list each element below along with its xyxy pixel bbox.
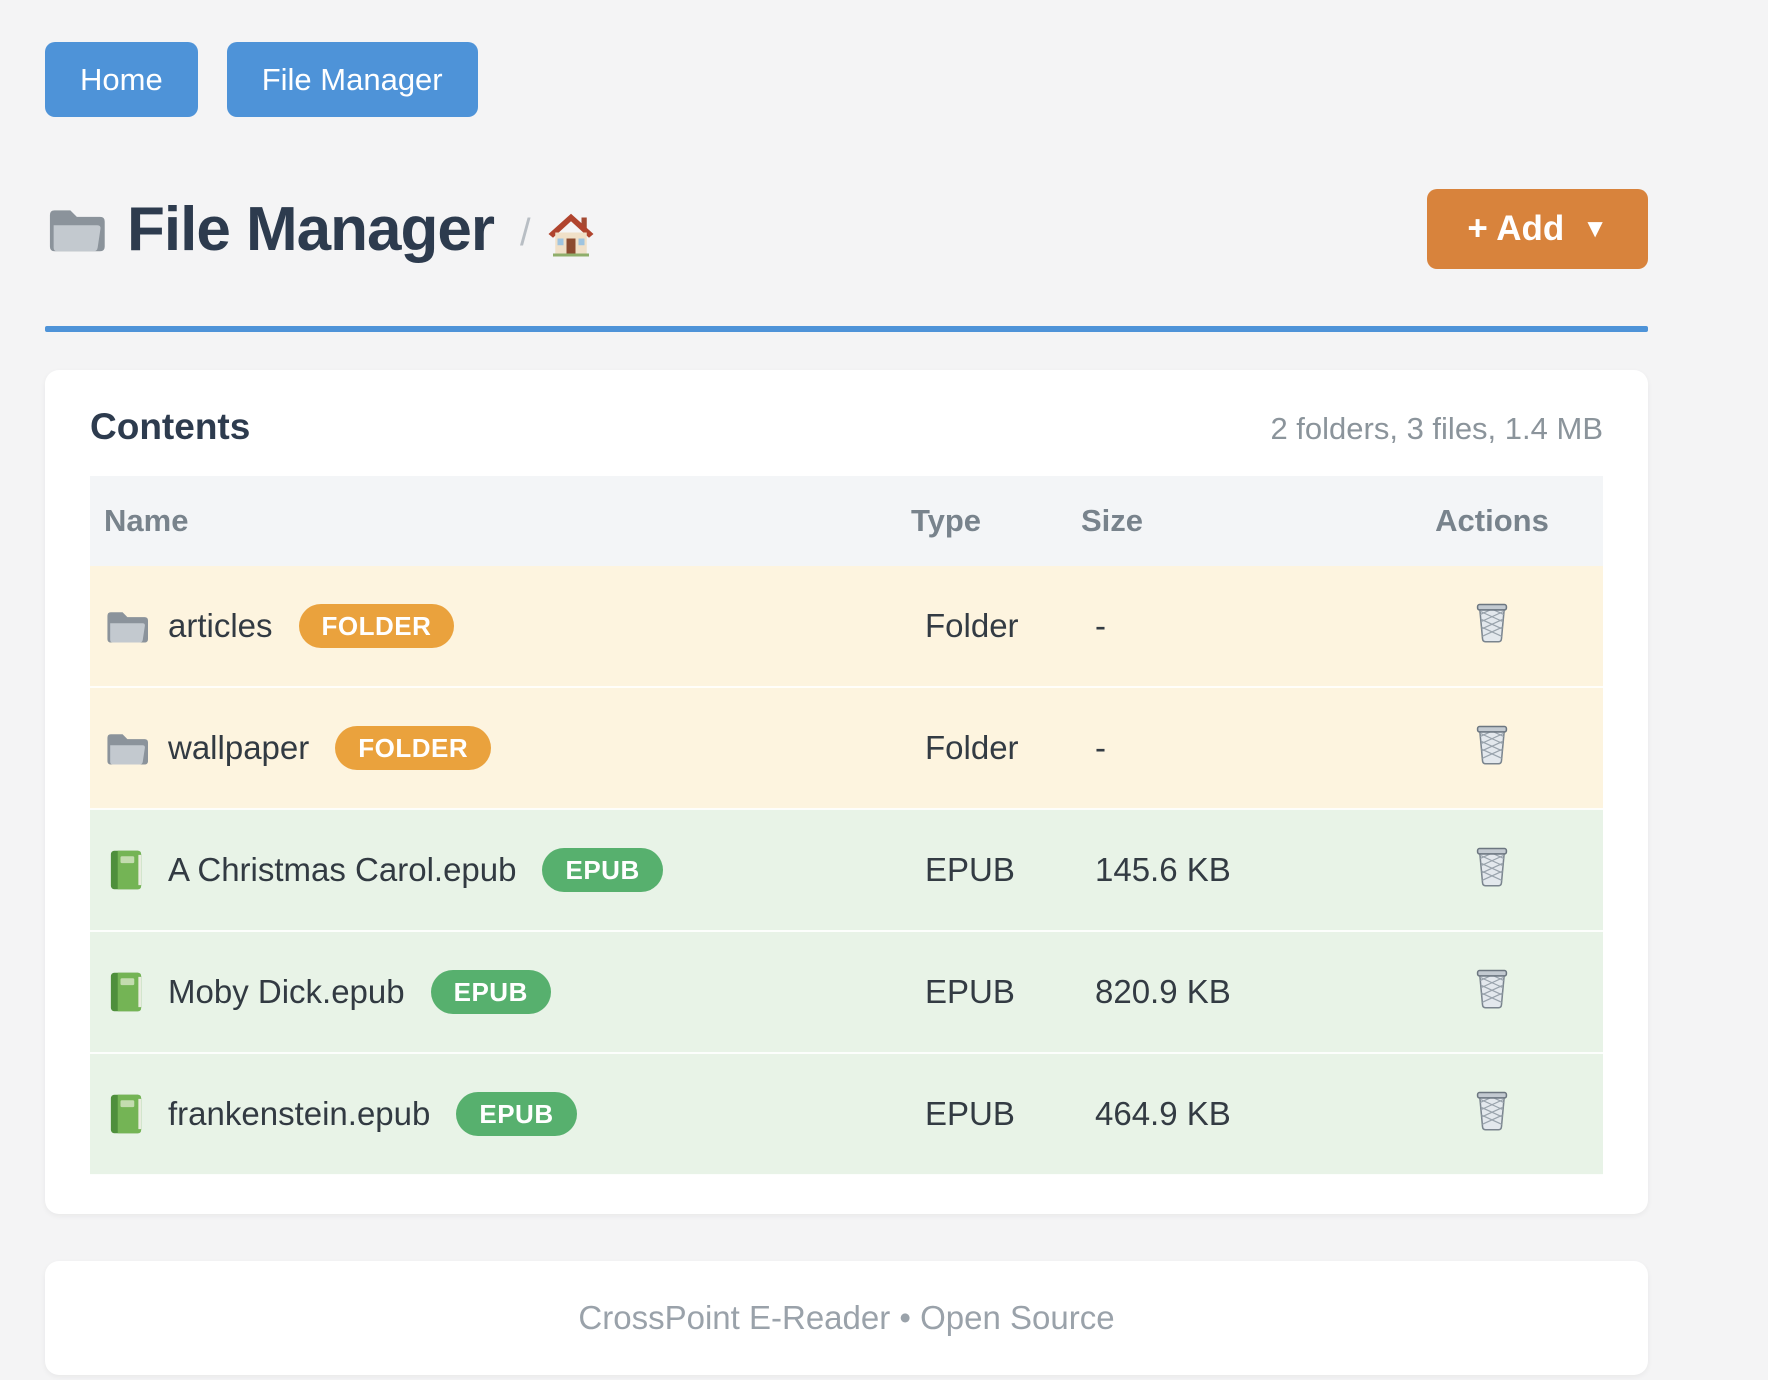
file-name-cell[interactable]: wallpaper FOLDER [104,726,911,771]
contents-card-header: Contents 2 folders, 3 files, 1.4 MB [90,406,1603,448]
delete-button[interactable] [1473,966,1511,1013]
column-header-size: Size [1081,476,1381,567]
file-size: - [1095,729,1106,767]
footer-card: CrossPoint E-Reader • Open Source [45,1261,1648,1376]
trash-icon [1473,844,1511,888]
table-row[interactable]: Moby Dick.epub EPUB EPUB 820.9 KB [90,931,1603,1054]
add-button-label: + Add [1467,209,1565,249]
file-type: Folder [925,729,1019,767]
file-name[interactable]: frankenstein.epub [168,1095,431,1133]
file-type-badge: FOLDER [298,604,455,649]
header-divider [45,326,1648,333]
contents-title: Contents [90,406,251,448]
file-name[interactable]: wallpaper [168,729,310,767]
contents-summary: 2 folders, 3 files, 1.4 MB [1270,411,1603,447]
breadcrumb-separator: / [520,211,531,254]
home-icon[interactable] [547,210,595,258]
file-type: EPUB [925,973,1015,1011]
green-book-icon [110,851,142,890]
column-header-type: Type [911,476,1081,567]
add-button[interactable]: + Add ▼ [1427,189,1648,270]
file-type: EPUB [925,1095,1015,1133]
top-nav: Home File Manager [45,42,1648,118]
green-book-icon [110,973,142,1012]
file-name-cell[interactable]: A Christmas Carol.epub EPUB [104,848,911,893]
file-size: - [1095,607,1106,645]
file-name-cell[interactable]: Moby Dick.epub EPUB [104,970,911,1015]
nav-button-home[interactable]: Home [45,42,198,118]
footer-text: CrossPoint E-Reader • Open Source [578,1299,1115,1337]
delete-button[interactable] [1473,722,1511,769]
caret-down-icon: ▼ [1582,213,1608,244]
nav-button-file-manager[interactable]: File Manager [226,42,478,118]
file-table: Name Type Size Actions articles FOLDER [90,476,1603,1176]
folder-icon [49,210,105,252]
contents-card: Contents 2 folders, 3 files, 1.4 MB Name… [45,370,1648,1215]
file-type-badge: EPUB [430,970,551,1015]
page-title: File Manager [127,194,495,264]
file-name-cell[interactable]: articles FOLDER [104,604,911,649]
file-type: EPUB [925,851,1015,889]
trash-icon [1473,966,1511,1010]
file-name-cell[interactable]: frankenstein.epub EPUB [104,1092,911,1137]
table-row[interactable]: frankenstein.epub EPUB EPUB 464.9 KB [90,1053,1603,1176]
file-type-badge: EPUB [456,1092,577,1137]
file-type-badge: FOLDER [335,726,492,771]
trash-icon [1473,722,1511,766]
file-name[interactable]: articles [168,607,273,645]
file-name[interactable]: A Christmas Carol.epub [168,851,517,889]
title-group: File Manager / [45,194,595,265]
table-header-row: Name Type Size Actions [90,476,1603,567]
file-type: Folder [925,607,1019,645]
green-book-icon [110,1095,142,1134]
table-row[interactable]: articles FOLDER Folder - [90,566,1603,688]
delete-button[interactable] [1473,844,1511,891]
file-size: 464.9 KB [1095,1095,1231,1133]
file-size: 145.6 KB [1095,851,1231,889]
delete-button[interactable] [1473,600,1511,647]
trash-icon [1473,1088,1511,1132]
folder-icon [107,612,148,643]
file-size: 820.9 KB [1095,973,1231,1011]
table-row[interactable]: wallpaper FOLDER Folder - [90,687,1603,810]
folder-icon [107,734,148,765]
trash-icon [1473,600,1511,644]
delete-button[interactable] [1473,1088,1511,1135]
file-name[interactable]: Moby Dick.epub [168,973,405,1011]
table-row[interactable]: A Christmas Carol.epub EPUB EPUB 145.6 K… [90,809,1603,932]
column-header-name: Name [90,476,911,567]
file-type-badge: EPUB [542,848,663,893]
column-header-actions: Actions [1381,476,1603,567]
page-header: File Manager / + Add ▼ [45,189,1648,270]
